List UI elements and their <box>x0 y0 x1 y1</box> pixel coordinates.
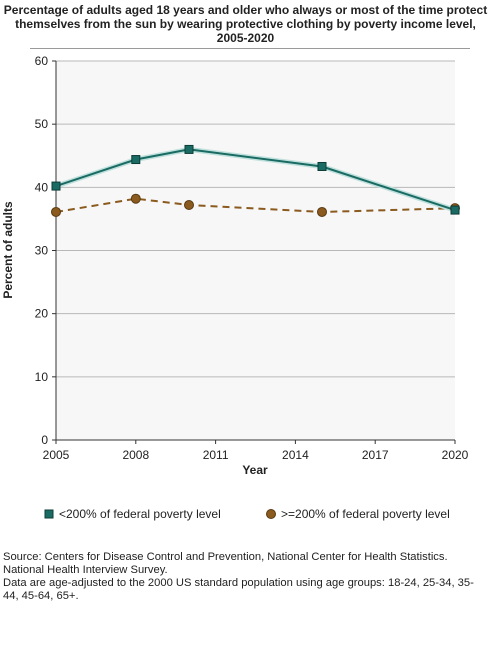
legend-label: >=200% of federal poverty level <box>281 507 450 521</box>
y-tick-label: 30 <box>35 244 49 258</box>
x-tick-label: 2005 <box>43 448 70 462</box>
x-tick-labels: 2005 2008 2011 2014 2017 2020 <box>43 448 469 462</box>
y-tick-label: 10 <box>35 370 49 384</box>
legend-item-above-200[interactable]: >=200% of federal poverty level <box>265 507 450 521</box>
y-tick-label: 60 <box>35 54 49 68</box>
x-tick-label: 2017 <box>362 448 389 462</box>
chart-title: Percentage of adults aged 18 years and o… <box>3 3 488 45</box>
data-point[interactable] <box>51 181 61 191</box>
y-tick-label: 20 <box>35 307 49 321</box>
axes <box>52 60 456 444</box>
data-point[interactable] <box>131 155 141 165</box>
y-tick-labels: 0 10 20 30 40 50 60 <box>35 54 49 447</box>
x-tick-label: 2020 <box>442 448 469 462</box>
legend-label: <200% of federal poverty level <box>59 507 221 521</box>
data-point[interactable] <box>317 161 327 171</box>
data-point[interactable] <box>51 206 61 217</box>
data-point[interactable] <box>184 144 194 154</box>
x-axis-label: Year <box>242 463 268 477</box>
y-tick-label: 40 <box>35 180 49 194</box>
square-marker-icon <box>44 509 54 519</box>
data-point[interactable] <box>450 205 460 215</box>
series-layer <box>51 144 460 217</box>
title-divider <box>30 48 470 49</box>
x-tick-label: 2011 <box>203 448 229 462</box>
source-note: Source: Centers for Disease Control and … <box>3 551 489 603</box>
y-tick-label: 0 <box>41 433 48 447</box>
y-tick-label: 50 <box>35 117 49 131</box>
data-point[interactable] <box>130 193 141 204</box>
x-tick-label: 2014 <box>282 448 309 462</box>
data-point[interactable] <box>184 200 194 211</box>
source-line: Source: Centers for Disease Control and … <box>3 551 448 576</box>
gridlines <box>56 60 455 378</box>
data-note: Data are age-adjusted to the 2000 US sta… <box>3 577 474 602</box>
line-chart: 0 10 20 30 40 50 60 2005 2008 2011 2014 2017 2020 P… <box>1 54 469 477</box>
legend-item-below-200[interactable]: <200% of federal poverty level <box>43 507 221 521</box>
x-tick-label: 2008 <box>122 448 149 462</box>
y-axis-label: Percent of adults <box>1 201 15 299</box>
data-point[interactable] <box>317 206 327 217</box>
circle-marker-icon <box>266 509 276 519</box>
